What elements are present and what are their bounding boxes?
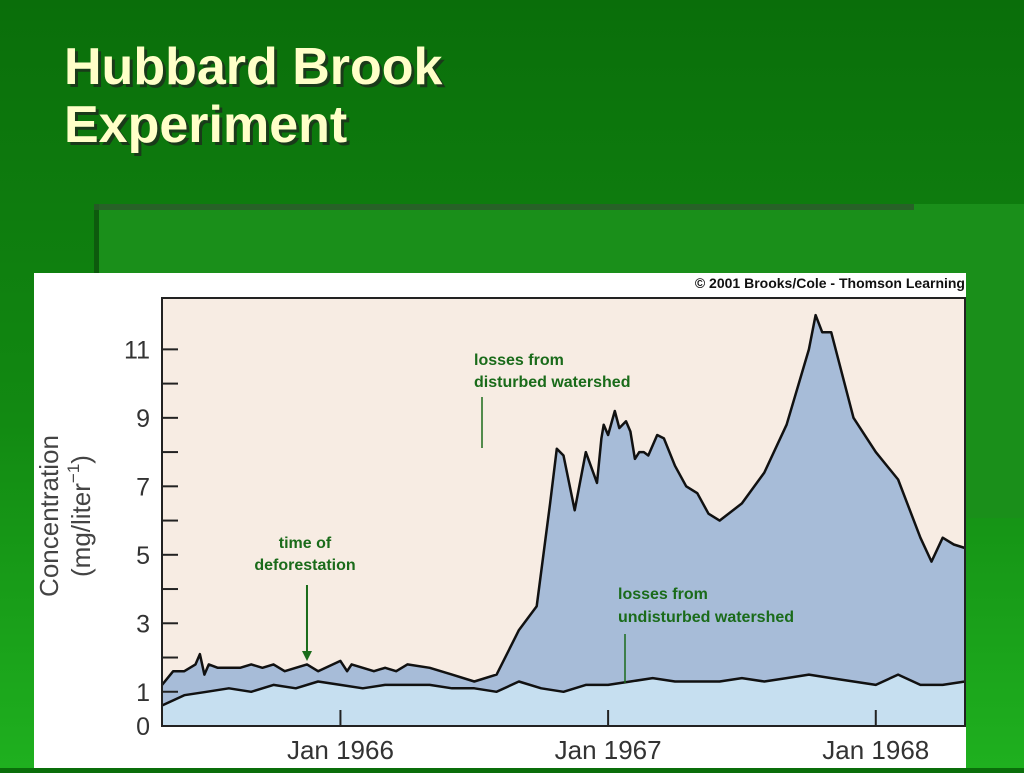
copyright-notice: © 2001 Brooks/Cole - Thomson Learning (695, 275, 965, 291)
concentration-chart: time of deforestation losses from disturbed… (34, 275, 966, 765)
deforestation-label-line-2: deforestation (254, 557, 355, 574)
undisturbed-area (162, 674, 965, 726)
slide-title-line-2: Experiment (64, 96, 348, 154)
y-axis-label-line-1: Concentration (34, 435, 64, 597)
x-tick-label: Jan 1968 (822, 735, 929, 765)
y-tick-label: 3 (136, 610, 150, 638)
y-tick-label: 5 (136, 542, 150, 570)
y-tick-label: 7 (136, 473, 150, 501)
slide-title: Hubbard Brook Experiment (64, 38, 442, 154)
y-tick-label: 9 (136, 405, 150, 433)
y-axis-title: Concentration (mg/liter−1) (34, 435, 96, 597)
disturbed-line (161, 313, 966, 686)
y-tick-label: 11 (124, 336, 150, 364)
undisturbed-label-line-2: undisturbed watershed (618, 609, 794, 626)
deforestation-label-line-1: time of (279, 535, 332, 552)
x-tick-label: Jan 1966 (287, 735, 394, 765)
y-axis-label-line-2: (mg/liter−1) (64, 455, 96, 577)
slide-title-line-1: Hubbard Brook (64, 38, 443, 96)
y-tick-label: 1 (136, 679, 150, 707)
undisturbed-line (161, 673, 966, 707)
undisturbed-label-line-1: losses from (618, 586, 708, 603)
chart-image: time of deforestation losses from disturbed… (34, 273, 966, 768)
deforestation-arrowhead (301, 651, 312, 661)
plot-frame (161, 297, 966, 727)
disturbed-label-line-2: disturbed watershed (474, 374, 630, 391)
x-tick-label: Jan 1967 (555, 735, 662, 765)
decorative-bar (94, 204, 914, 210)
disturbed-label-line-1: losses from (474, 352, 564, 369)
disturbed-area (162, 315, 965, 726)
y-tick-label: 0 (136, 713, 150, 741)
